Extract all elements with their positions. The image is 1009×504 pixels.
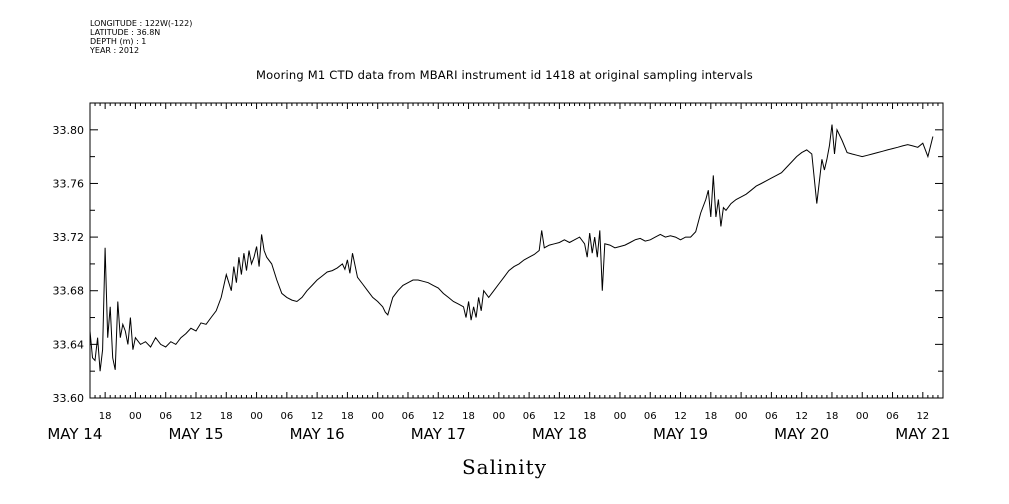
x-axis-title: Salinity	[461, 455, 548, 479]
x-hour-label: 00	[614, 411, 627, 422]
depth-text: DEPTH (m) : 1	[90, 37, 147, 46]
y-tick-label: 33.80	[53, 124, 85, 137]
metadata-block: LONGITUDE : 122W(-122) LATITUDE : 36.8N …	[90, 19, 192, 55]
x-hour-label: 06	[523, 411, 536, 422]
x-hour-label: 18	[99, 411, 112, 422]
x-hour-label: 00	[371, 411, 384, 422]
x-day-label: MAY 20	[774, 425, 829, 443]
x-hour-label: 12	[311, 411, 324, 422]
x-hour-label: 12	[795, 411, 808, 422]
x-day-label: MAY 14	[47, 425, 102, 443]
x-day-label: MAY 16	[290, 425, 345, 443]
latitude-text: LATITUDE : 36.8N	[90, 28, 161, 37]
chart-title: Mooring M1 CTD data from MBARI instrumen…	[256, 68, 753, 82]
x-hour-label: 00	[129, 411, 142, 422]
x-hour-label: 18	[462, 411, 475, 422]
y-tick-label: 33.72	[53, 231, 85, 244]
x-hour-label: 06	[644, 411, 657, 422]
x-day-label: MAY 19	[653, 425, 708, 443]
y-tick-label: 33.60	[53, 392, 85, 405]
x-day-label: MAY 18	[532, 425, 587, 443]
x-hour-label: 06	[159, 411, 172, 422]
x-hour-label: 06	[765, 411, 778, 422]
x-hour-label: 06	[280, 411, 293, 422]
x-hour-label: 12	[190, 411, 203, 422]
x-hour-label: 12	[432, 411, 445, 422]
x-hour-label: 06	[886, 411, 899, 422]
x-hour-label: 18	[220, 411, 233, 422]
x-hour-label: 00	[250, 411, 263, 422]
x-day-label: MAY 21	[895, 425, 950, 443]
x-hour-label: 06	[402, 411, 415, 422]
y-tick-label: 33.68	[53, 285, 85, 298]
x-hour-label: 18	[341, 411, 354, 422]
x-hour-label: 18	[704, 411, 717, 422]
x-hour-label: 00	[492, 411, 505, 422]
y-tick-label: 33.76	[53, 177, 85, 190]
plot-frame	[89, 102, 944, 399]
x-hour-label: 00	[735, 411, 748, 422]
year-text: YEAR : 2012	[90, 46, 140, 55]
y-tick-label: 33.64	[53, 338, 85, 351]
x-day-label: MAY 17	[411, 425, 466, 443]
x-day-label: MAY 15	[168, 425, 223, 443]
longitude-text: LONGITUDE : 122W(-122)	[90, 19, 193, 28]
x-hour-label: 12	[553, 411, 566, 422]
x-hour-label: 12	[674, 411, 687, 422]
x-hour-label: 18	[583, 411, 596, 422]
x-hour-label: 00	[856, 411, 869, 422]
x-hour-label: 12	[916, 411, 929, 422]
salinity-series-line	[89, 124, 934, 372]
x-hour-label: 18	[826, 411, 839, 422]
